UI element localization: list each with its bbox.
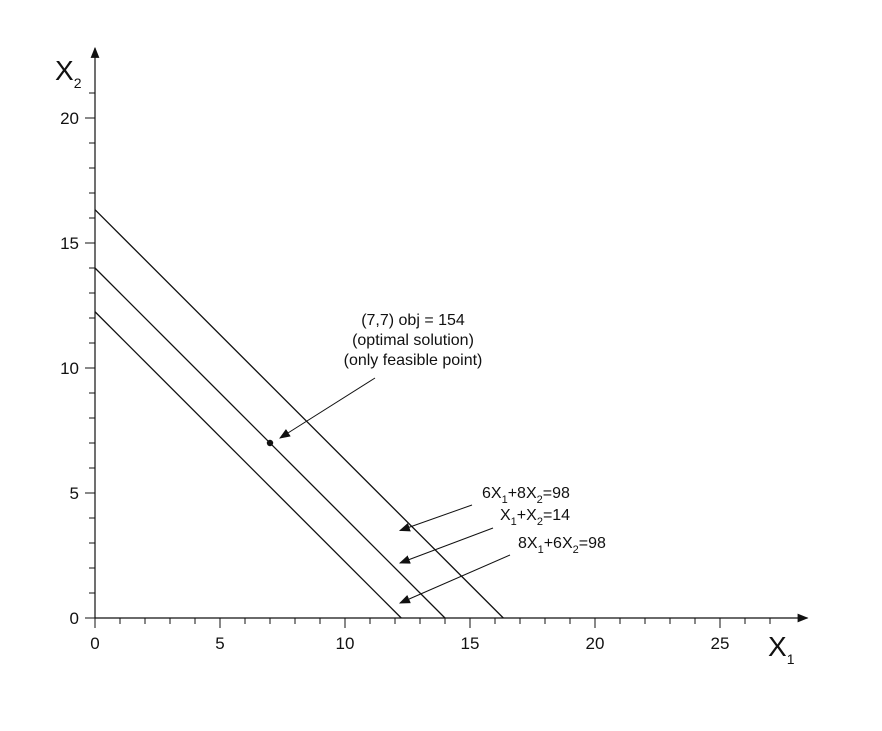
constraint-arrow-3 [398, 554, 511, 604]
y-tick-label: 20 [60, 109, 79, 128]
axes: 0 5 10 15 20 25 0 5 10 15 20 X1 X2 [55, 46, 809, 667]
plot-area [94, 209, 504, 619]
y-tick-label: 0 [70, 609, 79, 628]
x-tick-label: 0 [90, 634, 99, 653]
y-tick-label: 5 [70, 484, 79, 503]
x-tick-label: 20 [586, 634, 605, 653]
constraint-line-1 [94, 209, 504, 619]
x-tick-label: 5 [215, 634, 224, 653]
optimal-annotation-line: (optimal solution) [352, 332, 474, 349]
optimal-point [266, 439, 274, 447]
optimal-annotation-line: (7,7) obj = 154 [361, 312, 465, 329]
constraint-label-2: X1+X2=14 [500, 507, 570, 528]
x-axis-label: X1 [768, 631, 795, 667]
annotations: (7,7) obj = 154 (optimal solution) (only f… [279, 312, 606, 604]
constraint-label-1: 6X1+8X2=98 [482, 485, 570, 506]
y-tick-label: 10 [60, 359, 79, 378]
x-tick-label: 10 [336, 634, 355, 653]
constraint-arrow-1 [398, 504, 473, 532]
constraint-arrow-2 [398, 527, 494, 564]
constraint-line-3 [94, 311, 402, 619]
optimal-annotation-line: (only feasible point) [344, 352, 483, 369]
y-tick-label: 15 [60, 234, 79, 253]
optimal-annotation-arrow [279, 377, 376, 439]
y-axis-label: X2 [55, 55, 82, 91]
constraint-label-3: 8X1+6X2=98 [518, 535, 606, 556]
x-tick-label: 15 [461, 634, 480, 653]
x-tick-label: 25 [711, 634, 730, 653]
